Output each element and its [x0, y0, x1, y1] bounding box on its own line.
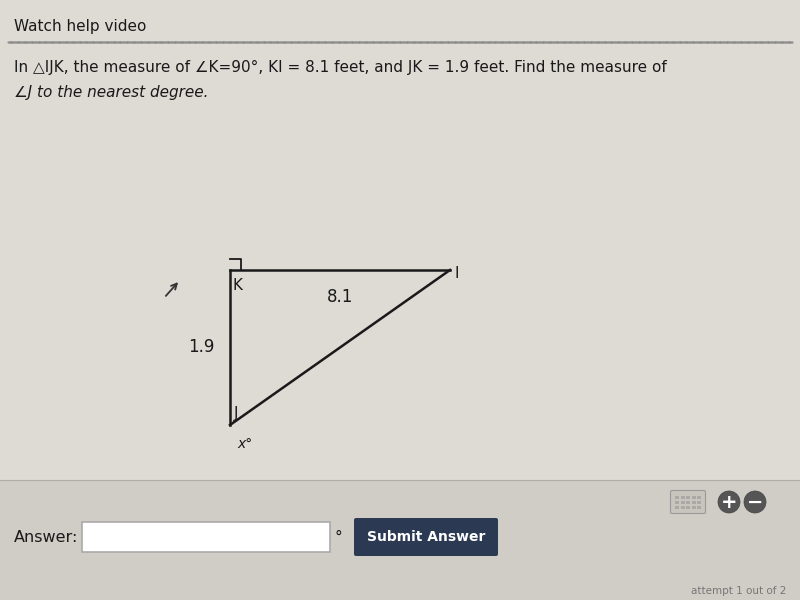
Text: ∠J to the nearest degree.: ∠J to the nearest degree.	[14, 85, 209, 100]
Bar	[691, 496, 695, 499]
Text: In △IJK, the measure of ∠K=90°, KI = 8.1 feet, and JK = 1.9 feet. Find the measu: In △IJK, the measure of ∠K=90°, KI = 8.1…	[14, 60, 666, 75]
Bar	[675, 496, 679, 499]
Text: −: −	[747, 493, 763, 511]
Text: J: J	[234, 406, 238, 421]
Text: Submit Answer: Submit Answer	[367, 530, 485, 544]
Circle shape	[744, 491, 766, 513]
Bar	[681, 496, 685, 499]
Circle shape	[718, 491, 740, 513]
Text: I: I	[455, 266, 459, 281]
Bar	[686, 505, 690, 509]
FancyBboxPatch shape	[670, 491, 706, 514]
Bar	[697, 500, 701, 504]
Bar	[697, 496, 701, 499]
Bar	[697, 505, 701, 509]
Text: 1.9: 1.9	[188, 338, 214, 356]
Bar	[82, 522, 330, 552]
Text: K: K	[232, 278, 242, 293]
Text: 8.1: 8.1	[327, 288, 353, 306]
Text: +: +	[721, 493, 738, 511]
Bar	[691, 500, 695, 504]
Bar	[681, 500, 685, 504]
Text: Answer:: Answer:	[14, 529, 78, 545]
Bar	[681, 505, 685, 509]
Bar	[686, 500, 690, 504]
Bar	[686, 496, 690, 499]
Text: Watch help video: Watch help video	[14, 19, 146, 34]
Text: °: °	[335, 529, 342, 545]
Bar	[691, 505, 695, 509]
Bar	[675, 505, 679, 509]
Bar	[0, 480, 800, 600]
FancyBboxPatch shape	[354, 518, 498, 556]
Text: attempt 1 out of 2: attempt 1 out of 2	[690, 586, 786, 596]
Text: x°: x°	[237, 437, 252, 451]
Bar	[675, 500, 679, 504]
